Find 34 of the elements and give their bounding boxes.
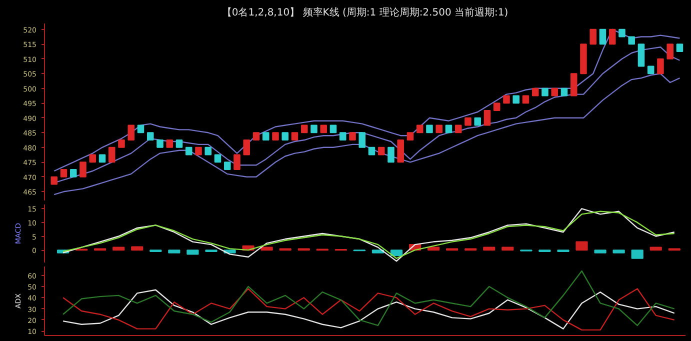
bar bbox=[112, 246, 125, 251]
bar bbox=[576, 241, 588, 251]
candlestick bbox=[608, 28, 616, 45]
chart-title: 【0名1,2,8,10】 频率K线 (周期:1 理论周期:2.500 当前週期:1) bbox=[222, 6, 508, 18]
candlestick bbox=[243, 140, 250, 156]
candlestick bbox=[590, 28, 596, 45]
candlestick bbox=[570, 73, 578, 96]
candlestick bbox=[638, 44, 645, 67]
bar bbox=[502, 246, 514, 251]
candlestick bbox=[358, 132, 366, 148]
bar bbox=[131, 246, 144, 251]
line-series bbox=[62, 270, 675, 326]
bar bbox=[594, 250, 606, 254]
bar bbox=[168, 250, 180, 254]
candlestick bbox=[128, 124, 135, 141]
bar bbox=[483, 246, 496, 251]
candlestick bbox=[397, 140, 404, 163]
bar bbox=[427, 246, 440, 251]
candlestick bbox=[599, 28, 606, 45]
candlestick bbox=[484, 110, 491, 126]
candlestick bbox=[80, 162, 86, 178]
candlestick bbox=[666, 44, 674, 60]
bar bbox=[260, 246, 273, 251]
candlestick bbox=[388, 146, 394, 163]
bar bbox=[650, 246, 662, 251]
bar bbox=[372, 250, 384, 254]
bar bbox=[612, 250, 625, 254]
candlestick bbox=[657, 58, 664, 74]
bar bbox=[390, 250, 403, 256]
candlestick bbox=[108, 146, 116, 163]
bar bbox=[631, 250, 644, 259]
line-series bbox=[54, 28, 680, 172]
bar bbox=[186, 250, 199, 255]
candlestick bbox=[234, 154, 240, 170]
